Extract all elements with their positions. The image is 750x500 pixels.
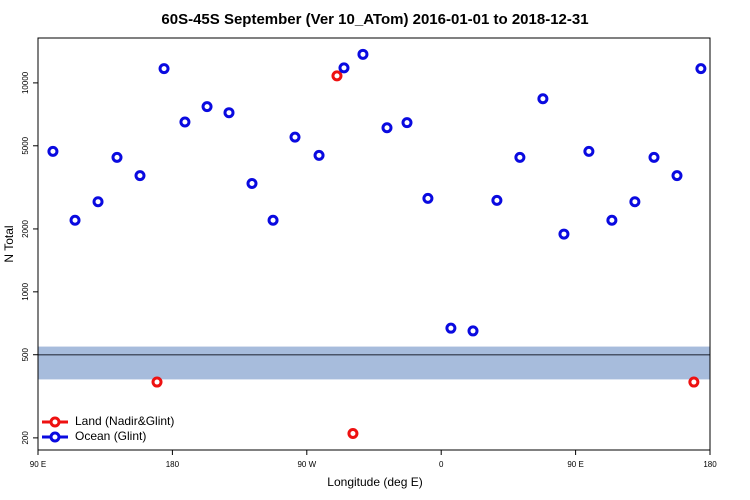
- point: [671, 170, 683, 182]
- point: [491, 194, 503, 206]
- legend-marker: [49, 416, 61, 428]
- legend-marker: [49, 431, 61, 443]
- point: [558, 228, 570, 240]
- y-tick-label: 10000: [21, 71, 30, 94]
- point: [695, 63, 707, 75]
- point: [92, 196, 104, 208]
- point: [47, 145, 59, 157]
- point: [134, 170, 146, 182]
- y-tick-label: 5000: [21, 136, 30, 154]
- point: [445, 322, 457, 334]
- point: [422, 192, 434, 204]
- point: [648, 151, 660, 163]
- band: [38, 346, 710, 380]
- point: [514, 151, 526, 163]
- y-axis-label: N Total: [2, 225, 16, 262]
- x-tick-label: 180: [166, 460, 180, 469]
- x-tick-label: 180: [703, 460, 717, 469]
- point: [688, 376, 700, 388]
- point: [313, 149, 325, 161]
- point: [583, 145, 595, 157]
- y-tick-label: 2000: [21, 219, 30, 237]
- y-tick-label: 1000: [21, 282, 30, 300]
- x-tick-label: 90 E: [567, 460, 583, 469]
- point: [289, 131, 301, 143]
- point: [223, 107, 235, 119]
- chart-title: 60S-45S September (Ver 10_ATom) 2016-01-…: [161, 11, 588, 28]
- legend-label: Land (Nadir&Glint): [75, 414, 174, 428]
- point: [69, 214, 81, 226]
- point: [158, 63, 170, 75]
- point: [246, 177, 258, 189]
- point: [338, 62, 350, 74]
- point: [201, 101, 213, 113]
- point: [606, 214, 618, 226]
- point: [111, 151, 123, 163]
- y-tick-label: 500: [21, 348, 30, 362]
- x-tick-label: 0: [439, 460, 444, 469]
- legend-label: Ocean (Glint): [75, 429, 146, 443]
- plot-frame: [37, 37, 711, 451]
- point: [331, 70, 343, 82]
- point: [267, 214, 279, 226]
- point: [537, 93, 549, 105]
- x-tick-label: 90 E: [30, 460, 46, 469]
- point: [347, 427, 359, 439]
- x-tick-label: 90 W: [297, 460, 316, 469]
- point: [357, 48, 369, 60]
- point: [467, 325, 479, 337]
- point: [629, 196, 641, 208]
- point: [381, 122, 393, 134]
- point: [401, 117, 413, 129]
- point: [151, 376, 163, 388]
- point: [179, 116, 191, 128]
- y-tick-label: 200: [21, 431, 30, 445]
- x-axis-label: Longitude (deg E): [327, 475, 422, 489]
